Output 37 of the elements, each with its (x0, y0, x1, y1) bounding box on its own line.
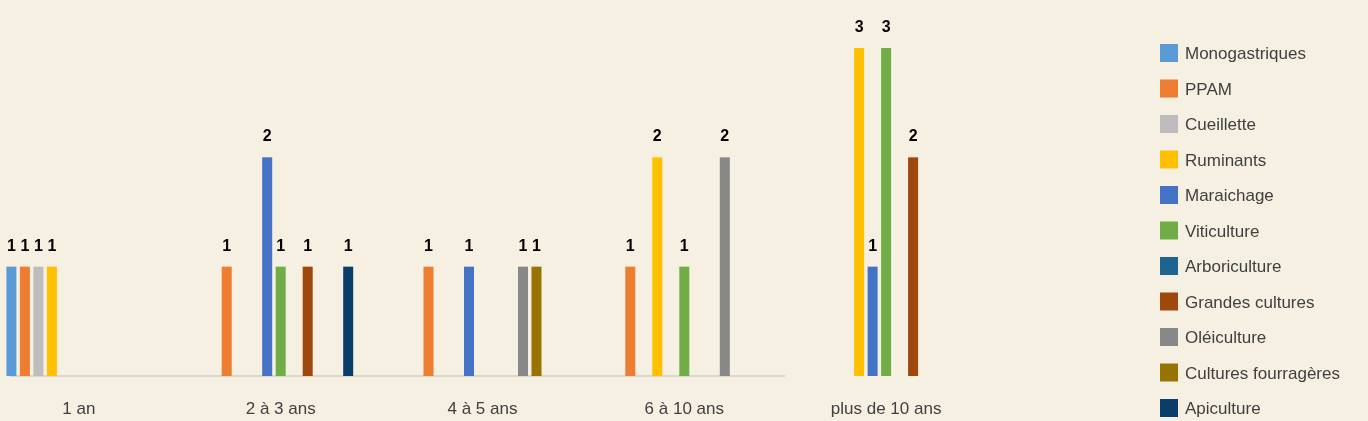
data-label: 1 (20, 236, 30, 254)
data-label: 1 (33, 236, 43, 254)
legend-label: Grandes cultures (1185, 292, 1315, 312)
legend-label: Maraichage (1185, 186, 1274, 205)
x-tick-label: 1 an (62, 399, 96, 418)
data-label: 1 (868, 236, 878, 254)
data-label: 2 (262, 127, 272, 145)
data-label: 1 (532, 236, 542, 254)
data-label: 3 (881, 18, 891, 35)
x-tick-label: 2 à 3 ans (245, 399, 316, 418)
legend-label: Viticulture (1185, 221, 1260, 241)
data-label: 2 (908, 127, 918, 145)
x-tick-label: plus de 10 ans (830, 399, 942, 418)
legend-label: PPAM (1185, 79, 1232, 99)
x-tick-label: 4 à 5 ans (447, 399, 518, 418)
legend-label: Apiculture (1185, 399, 1261, 418)
data-label: 1 (47, 236, 57, 254)
data-label: 2 (652, 127, 662, 145)
data-label: 3 (854, 18, 864, 35)
data-label: 1 (464, 236, 474, 254)
data-label: 1 (303, 236, 313, 254)
data-label: 1 (343, 236, 353, 254)
data-label: 1 (424, 236, 434, 254)
data-label: 1 (518, 236, 528, 254)
data-label: 1 (679, 236, 689, 254)
data-label: 1 (625, 236, 635, 254)
legend-label: Ruminants (1185, 150, 1267, 170)
legend-label: Cultures fourragères (1185, 363, 1340, 383)
x-tick-label: 6 à 10 ans (644, 399, 724, 418)
legend-label: Cueillette (1185, 115, 1256, 134)
data-label: 1 (276, 236, 286, 254)
legend-label: Monogastriques (1185, 44, 1306, 63)
data-label: 1 (6, 236, 16, 254)
legend-label: Oléiculture (1185, 328, 1267, 347)
data-label: 2 (720, 127, 730, 145)
data-label: 1 (222, 236, 232, 254)
legend-label: Arboriculture (1185, 257, 1282, 276)
